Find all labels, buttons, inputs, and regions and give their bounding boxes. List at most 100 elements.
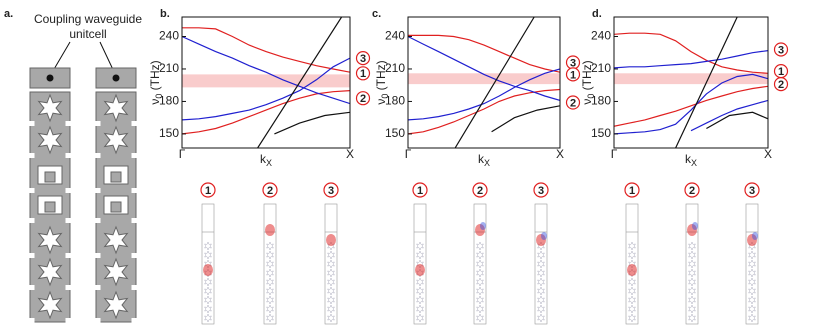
band-curve [182, 35, 350, 105]
notch [131, 318, 137, 323]
y-tick-label: 150 [159, 126, 179, 140]
field-profile-pattern [326, 268, 336, 278]
mode-marker: 3 [778, 44, 784, 56]
field-profile [324, 203, 338, 325]
label-part: 0 [380, 94, 390, 99]
field-profile-pattern [265, 250, 275, 260]
y-tick-label: 210 [159, 61, 179, 75]
mode-label: 1 [417, 185, 423, 197]
cutout [103, 225, 129, 255]
field-profile [685, 203, 699, 325]
band-curve [454, 17, 535, 148]
band-curve [182, 27, 350, 73]
field-profile-pattern [687, 286, 697, 296]
field-profile-pattern [415, 286, 425, 296]
mode-marker-ring [773, 42, 789, 57]
label-part: ν [580, 99, 594, 105]
cutout [44, 201, 56, 213]
cutout [110, 201, 122, 213]
field-profile [534, 203, 548, 325]
y-tick-label: 150 [385, 126, 405, 140]
label-part: ν [374, 99, 388, 105]
field-profile-pattern [627, 304, 637, 314]
field-profile-pattern [747, 277, 757, 287]
field-profile-pattern [265, 268, 275, 278]
band-curve [182, 57, 350, 121]
field-profile-pattern [747, 295, 757, 305]
mode-marker-ring [355, 66, 371, 81]
x-tick-label: X [556, 147, 564, 161]
band-curve [675, 17, 738, 148]
band-curve [614, 85, 768, 127]
cutout [103, 257, 129, 287]
band-curve [706, 111, 768, 130]
field-profile-pattern [475, 250, 485, 260]
notch [29, 218, 35, 223]
notch [65, 121, 71, 126]
field-profile-pattern [475, 259, 485, 269]
field-profile-pattern [265, 241, 275, 251]
field-profile-pattern [326, 304, 336, 314]
notch [65, 188, 71, 193]
label-part: k [478, 152, 485, 166]
field-profile-pattern [627, 295, 637, 305]
mode-label-ring [412, 182, 428, 198]
notch [65, 218, 71, 223]
field-profile-pattern [415, 241, 425, 251]
notch [131, 121, 137, 126]
notch [29, 188, 35, 193]
y-axis-label: ν0 (THz) [374, 60, 390, 104]
label-part: (THz) [580, 60, 594, 93]
mode-label-ring [323, 182, 339, 198]
x-tick-label: X [346, 147, 354, 161]
cutout [44, 171, 56, 183]
panel-label: c. [372, 8, 381, 20]
band-curve [614, 50, 768, 69]
band-curve [257, 17, 343, 148]
mode-marker-ring [565, 95, 581, 110]
notch [131, 153, 137, 158]
field-hotspot [475, 224, 485, 236]
field-profile-pattern [203, 250, 213, 260]
field-profile-pattern [415, 313, 425, 323]
notch [65, 285, 71, 290]
mode-label: 3 [328, 185, 334, 197]
field-profile-pattern [687, 304, 697, 314]
field-hotspot [326, 234, 336, 246]
x-tick-label: X [764, 147, 772, 161]
cutout [110, 171, 122, 183]
notch [29, 121, 35, 126]
notch [65, 253, 71, 258]
cutout [103, 290, 129, 320]
mode-label-ring [684, 182, 700, 198]
pass-band [614, 73, 768, 85]
field-hotspot [687, 224, 697, 236]
notch [95, 253, 101, 258]
cutout [103, 125, 129, 155]
notch [95, 153, 101, 158]
axes-frame [181, 16, 351, 149]
label-part: k [260, 152, 267, 166]
y-tick-label: 240 [591, 29, 611, 43]
field-profile-pattern [536, 250, 546, 260]
band-curve [408, 35, 560, 101]
pass-band [182, 74, 350, 88]
field-profile-pattern [627, 286, 637, 296]
field-hotspot [747, 234, 757, 246]
field-profile-pattern [747, 268, 757, 278]
field-profile [263, 203, 277, 325]
field-profile-pattern [627, 250, 637, 260]
field-profile-pattern [627, 241, 637, 251]
field-profile-pattern [265, 286, 275, 296]
field-profile-pattern [475, 241, 485, 251]
mode-marker-ring [355, 91, 371, 106]
y-tick-label: 240 [159, 29, 179, 43]
notch [95, 121, 101, 126]
unitcell-marker [112, 74, 120, 82]
x-axis-label: kX [478, 152, 490, 168]
field-profile-pattern [687, 277, 697, 287]
mode-marker-ring [773, 77, 789, 92]
mode-label-ring [200, 182, 216, 198]
field-profile-pattern [203, 313, 213, 323]
